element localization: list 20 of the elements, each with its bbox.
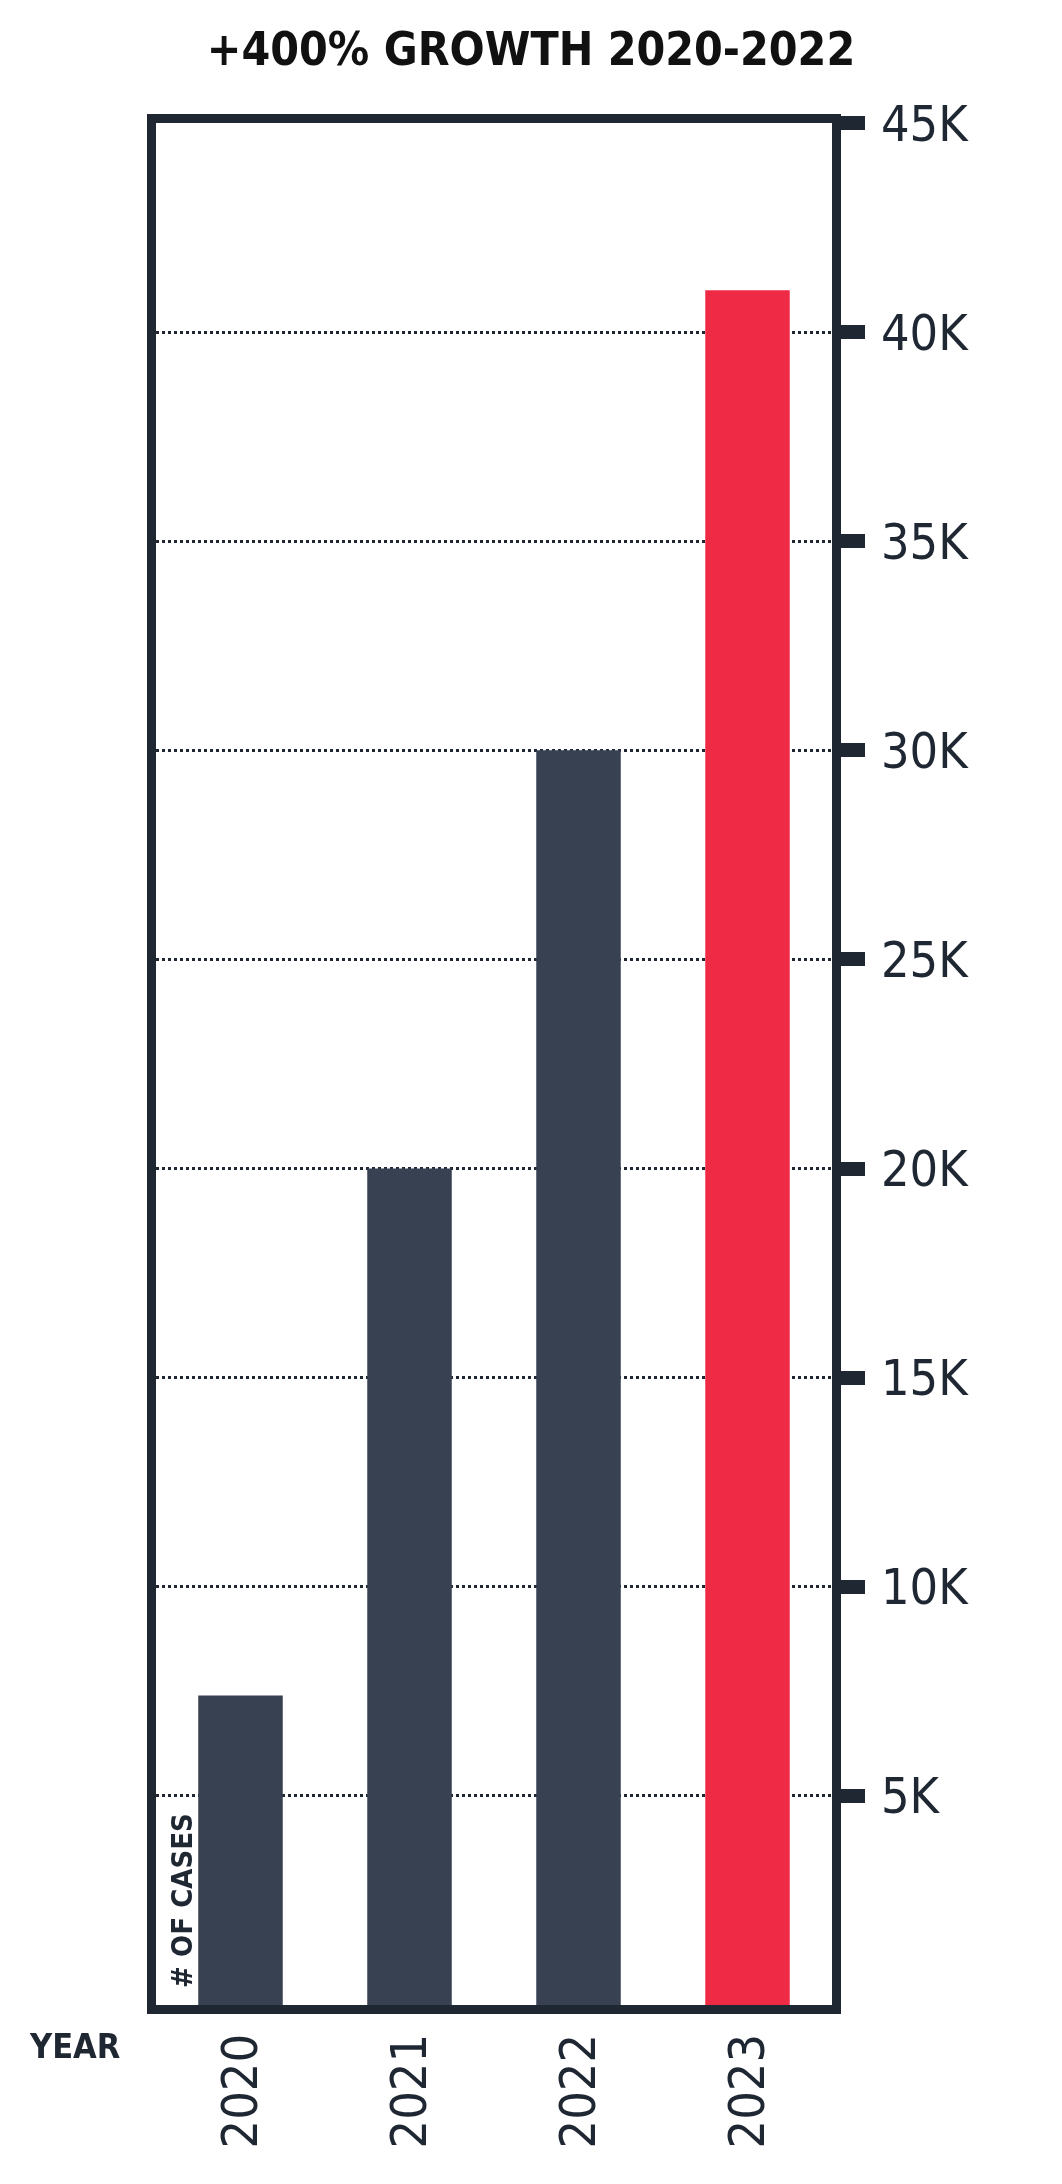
y-tick-label: 15K — [881, 1349, 970, 1408]
x-tick-label: 2021 — [379, 2034, 438, 2149]
bar — [705, 290, 790, 2005]
x-tick-label: 2023 — [717, 2034, 776, 2149]
y-tick-label: 20K — [881, 1140, 970, 1199]
bar — [536, 750, 621, 2005]
x-tick-label: 2022 — [548, 2034, 607, 2149]
x-tick-label: 2020 — [210, 2034, 269, 2149]
bar — [367, 1168, 452, 2005]
y-tick-label: 35K — [881, 512, 970, 571]
bar — [198, 1695, 283, 2005]
y-tick-label: 30K — [881, 721, 970, 780]
y-tick-label: 45K — [881, 94, 970, 153]
y-tick-label: 25K — [881, 930, 970, 989]
chart-title: +400% GROWTH 2020-2022 — [206, 21, 856, 76]
y-axis-title: # OF CASES — [164, 1813, 199, 1988]
y-tick-label: 40K — [881, 303, 970, 362]
x-axis-title: YEAR — [29, 2026, 121, 2066]
y-tick-label: 10K — [881, 1558, 970, 1617]
y-tick-label: 5K — [881, 1767, 941, 1826]
